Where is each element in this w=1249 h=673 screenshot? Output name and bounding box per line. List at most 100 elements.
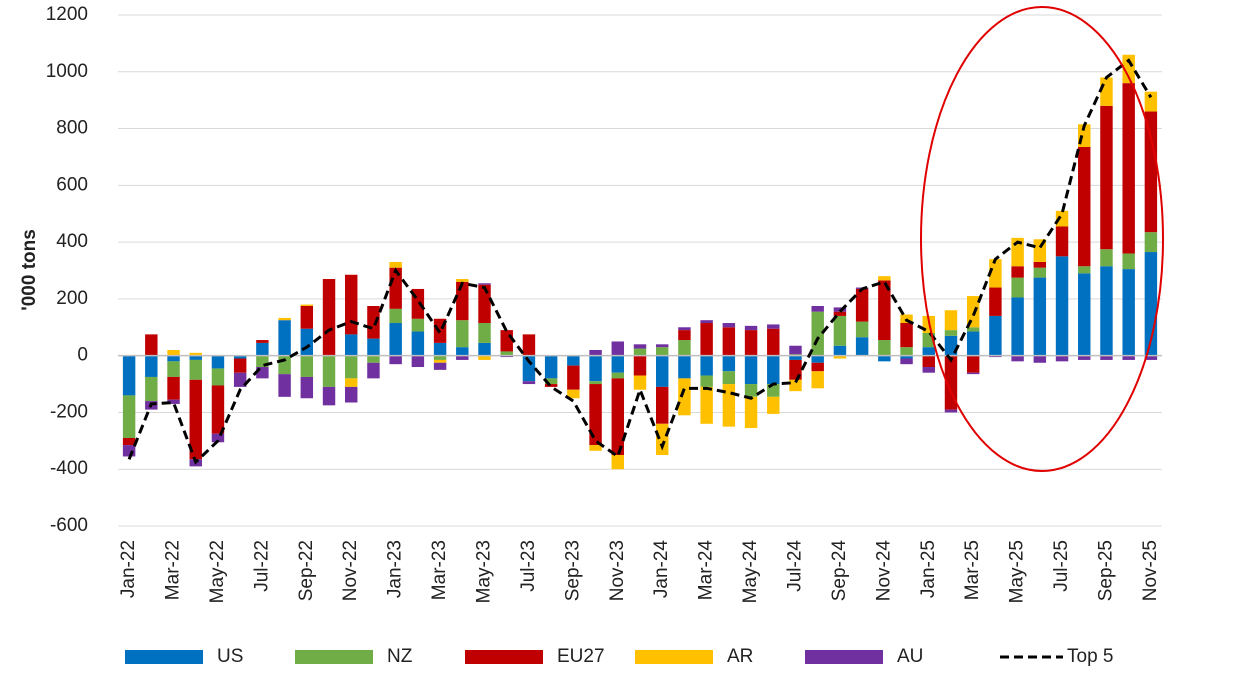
bar-segment <box>944 409 958 413</box>
bar-segment <box>411 331 425 356</box>
bar-segment <box>722 323 736 328</box>
bar-segment <box>1144 111 1158 233</box>
bar-segment <box>256 367 269 379</box>
bar-segment <box>655 386 669 424</box>
y-tick-label: -400 <box>50 458 88 479</box>
bar-segment <box>833 345 847 356</box>
x-tick-label: Jul-22 <box>251 540 272 592</box>
legend-label: Top 5 <box>1067 646 1113 667</box>
legend-label: AU <box>897 646 923 667</box>
bar-segment <box>833 355 847 359</box>
bar-segment <box>122 395 136 438</box>
bar-segment <box>522 334 536 356</box>
bar-segment <box>922 367 935 373</box>
bar-segment <box>389 261 402 268</box>
bar-segment <box>211 368 225 386</box>
legend-swatch <box>635 650 713 664</box>
x-tick-label: Mar-22 <box>163 540 184 600</box>
bar-segment <box>855 337 869 356</box>
bar-segment <box>1078 266 1091 274</box>
bar-segment <box>611 355 625 373</box>
x-tick-label: May-23 <box>474 540 495 603</box>
bar-segment <box>433 342 447 356</box>
y-axis-label: '000 tons <box>19 229 40 311</box>
x-tick-label: Sep-25 <box>1095 540 1116 601</box>
bar-segment <box>633 355 647 376</box>
bar-segment <box>1033 355 1047 363</box>
bar-segment <box>1011 277 1024 298</box>
x-tick-label: Sep-23 <box>562 540 583 601</box>
bar-segment <box>522 381 536 385</box>
bar-segment <box>744 355 758 385</box>
bar-segment <box>1122 355 1135 360</box>
bar-segment <box>678 355 691 379</box>
bar-segment <box>722 355 736 372</box>
bar-segment <box>655 344 669 348</box>
bar-segment <box>878 355 891 362</box>
y-tick-label: 1000 <box>46 61 88 82</box>
bar-segment <box>878 276 891 281</box>
bar-segment <box>700 320 713 324</box>
bar-segment <box>478 284 491 324</box>
y-tick-label: 400 <box>56 231 88 252</box>
bar-segment <box>478 342 491 356</box>
x-tick-label: Nov-25 <box>1140 540 1161 601</box>
bar-segment <box>789 379 802 392</box>
bar-segment <box>611 341 625 356</box>
bar-segment <box>456 355 469 360</box>
bar-segment <box>211 433 225 443</box>
bar-segment <box>300 304 314 306</box>
bar-segment <box>589 355 602 382</box>
bar-segment <box>633 375 647 390</box>
bar-segment <box>233 355 247 359</box>
bar-segment <box>1033 277 1047 356</box>
bar-segment <box>433 355 447 360</box>
bar-segment <box>478 323 491 343</box>
bar-segment <box>855 288 869 322</box>
x-tick-label: Jan-24 <box>651 540 672 599</box>
bar-segment <box>367 362 380 379</box>
bar-segment <box>678 327 691 331</box>
bar-segment <box>811 305 824 312</box>
bar-segment <box>189 352 202 356</box>
x-tick-label: May-25 <box>1007 540 1028 603</box>
bar-segment <box>278 320 291 356</box>
legend-swatch <box>805 650 883 664</box>
bar-segment <box>1100 266 1113 356</box>
bar-segment <box>944 330 958 336</box>
highlight-ellipse <box>920 6 1164 472</box>
bar-segment <box>1100 77 1113 106</box>
bar-segment <box>900 355 913 359</box>
x-tick-label: May-22 <box>207 540 228 603</box>
bar-segment <box>1055 355 1069 362</box>
bar-segment <box>966 296 980 328</box>
bar-segment <box>367 338 380 356</box>
bar-segment <box>722 327 736 356</box>
bar-segment <box>322 355 336 387</box>
bar-segment <box>345 378 358 387</box>
bar-segment <box>589 384 602 446</box>
bar-segment <box>167 349 180 356</box>
bar-segment <box>1078 355 1091 360</box>
bar-segment <box>1055 256 1069 356</box>
legend-label: NZ <box>387 646 413 667</box>
bar-segment <box>589 349 602 356</box>
bar-segment <box>811 311 824 356</box>
bar-segment <box>1100 355 1113 360</box>
bar-segment <box>1011 266 1024 278</box>
bar-segment <box>633 348 647 356</box>
bar-segment <box>611 378 625 456</box>
bar-segment <box>1144 355 1158 360</box>
bar-segment <box>1122 54 1135 84</box>
bar-segment <box>700 355 713 376</box>
x-tick-label: Jul-23 <box>518 540 539 592</box>
bar-segment <box>300 305 314 329</box>
legend-swatch <box>465 650 543 664</box>
bar-segment <box>700 375 713 387</box>
x-tick-label: Mar-24 <box>696 540 717 601</box>
bar-segment <box>433 359 447 363</box>
bar-segment <box>1122 269 1135 356</box>
bar-segment <box>655 347 669 356</box>
bar-segment <box>1033 261 1047 268</box>
